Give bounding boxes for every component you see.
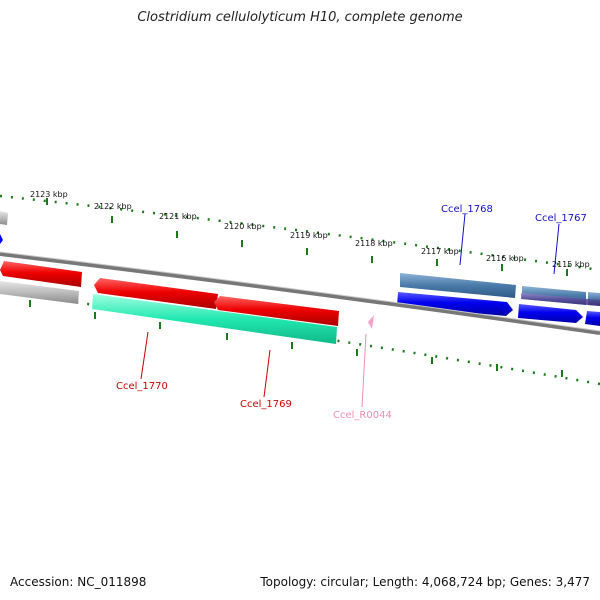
blue-feature-left-edge [0, 234, 3, 244]
gene-label-ccel-1768[interactable]: Ccel_1768 [441, 204, 493, 215]
cds-ccel-1768 [397, 292, 513, 316]
ruler-label-2122: 2122 kbp [94, 202, 132, 211]
ruler-label-2118: 2118 kbp [355, 239, 393, 248]
cds-ccel-1769 [214, 296, 339, 326]
accession-text: Accession: NC_011898 [10, 575, 147, 589]
feature-ccel-1768-steel [400, 273, 516, 298]
ruler-label-2115: 2115 kbp [552, 260, 590, 269]
outer-ruler-ticks [46, 198, 568, 276]
genome-backbone [0, 252, 600, 335]
gene-label-ccel-1769[interactable]: Ccel_1769 [240, 399, 292, 410]
rna-ccel-r0044 [368, 315, 374, 329]
ruler-label-2116: 2116 kbp [486, 254, 524, 263]
cds-blue-right-edge [585, 311, 600, 326]
gene-label-ccel-r0044[interactable]: Ccel_R0044 [333, 410, 392, 421]
leader-ccel-1770 [140, 331, 149, 380]
ruler-label-2120: 2120 kbp [224, 222, 262, 231]
cds-ccel-1767 [518, 304, 583, 323]
gene-label-ccel-1770[interactable]: Ccel_1770 [116, 381, 168, 392]
genome-backbone-highlight [0, 251, 600, 332]
ruler-label-2119: 2119 kbp [290, 231, 328, 240]
cds-ccel-1770 [94, 278, 218, 309]
feature-purple-right [521, 293, 600, 306]
cds-red-left [0, 261, 82, 287]
feature-grey-left [0, 281, 79, 304]
grey-feature-left-top [0, 211, 8, 225]
ruler-label-2121: 2121 kbp [159, 212, 197, 221]
gene-label-ccel-1767[interactable]: Ccel_1767 [535, 213, 587, 224]
feature-ccel-1770-1769-green [92, 294, 337, 344]
leader-ccel-1769 [263, 349, 271, 398]
map-title: Clostridium cellulolyticum H10, complete… [137, 10, 463, 25]
ruler-label-2123: 2123 kbp [30, 190, 68, 199]
leader-ccel-1768 [459, 213, 466, 266]
genome-stats-text: Topology: circular; Length: 4,068,724 bp… [260, 575, 590, 589]
ruler-label-2117: 2117 kbp [421, 247, 459, 256]
inner-ruler-ticks [29, 300, 563, 377]
leader-ccel-1767 [553, 223, 560, 275]
leader-ccel-r0044 [361, 333, 367, 408]
